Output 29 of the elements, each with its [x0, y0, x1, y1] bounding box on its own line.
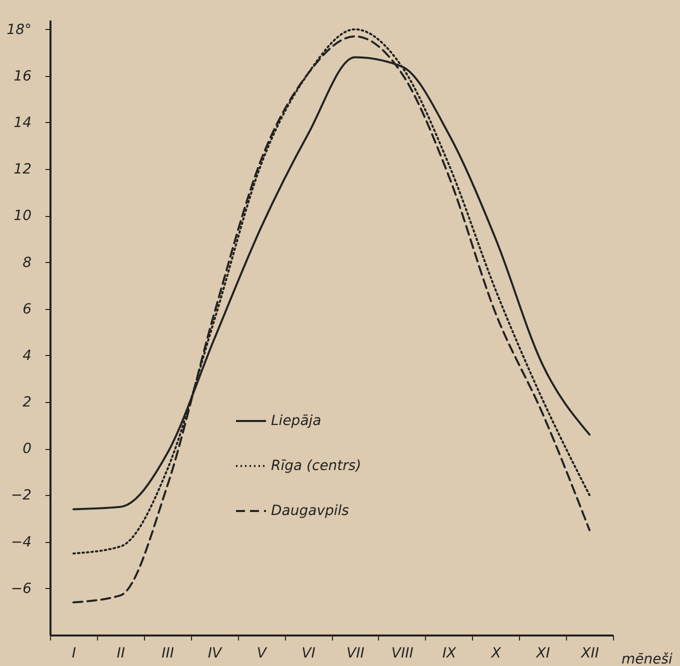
x-tick-label: IX	[442, 646, 457, 662]
x-tick-label: VIII	[391, 646, 414, 662]
y-tick-label: 4	[22, 348, 32, 364]
x-tick-label: VII	[346, 646, 364, 662]
y-tick-label: 6	[22, 301, 32, 318]
x-tick-label: VI	[302, 646, 316, 662]
y-tick-label: −2	[10, 488, 32, 504]
x-tick-label: III	[162, 646, 174, 662]
y-tick-label: 14	[14, 115, 32, 131]
x-tick-label: XI	[535, 646, 550, 662]
y-tick-label: 16	[14, 68, 32, 84]
legend-label: Rīga (centrs)	[271, 458, 362, 474]
x-axis-title: mēneši	[622, 652, 673, 666]
x-tick-label: X	[490, 646, 502, 662]
y-tick-label: 12	[14, 162, 32, 178]
x-tick-label: II	[116, 646, 126, 662]
y-tick-label: −6	[10, 580, 32, 597]
y-tick-label: 18°	[6, 22, 32, 38]
y-tick-label: −4	[10, 534, 32, 550]
x-tick-label: IV	[208, 646, 223, 662]
y-tick-label: 10	[14, 208, 32, 224]
x-tick-label: I	[72, 646, 76, 662]
x-tick-label: XII	[580, 646, 599, 662]
legend-label: Liepāja	[271, 413, 322, 429]
x-tick-label: V	[256, 646, 268, 662]
legend-label: Daugavpils	[271, 503, 349, 519]
y-tick-label: 8	[22, 254, 32, 271]
y-tick-label: 0	[22, 441, 32, 458]
y-tick-label: 2	[22, 394, 32, 411]
